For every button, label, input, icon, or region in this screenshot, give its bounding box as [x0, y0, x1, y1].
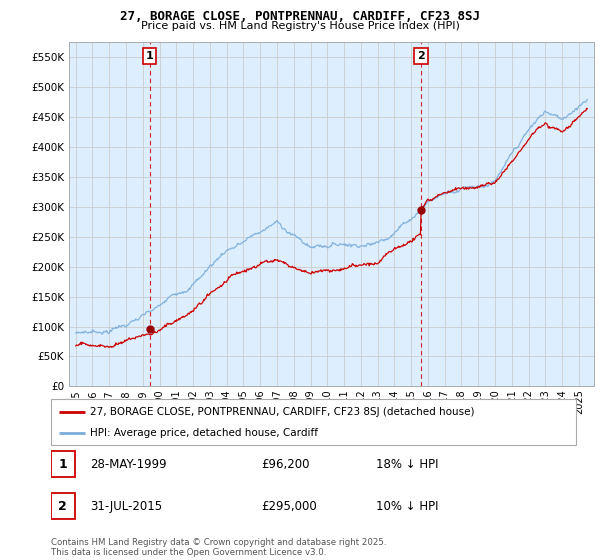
Text: 1: 1 [58, 458, 67, 471]
Text: HPI: Average price, detached house, Cardiff: HPI: Average price, detached house, Card… [91, 428, 319, 438]
Text: 18% ↓ HPI: 18% ↓ HPI [377, 458, 439, 471]
Text: Contains HM Land Registry data © Crown copyright and database right 2025.
This d: Contains HM Land Registry data © Crown c… [51, 538, 386, 557]
Text: 10% ↓ HPI: 10% ↓ HPI [377, 500, 439, 513]
Text: 31-JUL-2015: 31-JUL-2015 [91, 500, 163, 513]
Text: 2: 2 [417, 51, 425, 61]
Text: 2: 2 [58, 500, 67, 513]
FancyBboxPatch shape [51, 399, 576, 445]
Text: £295,000: £295,000 [261, 500, 317, 513]
Text: 27, BORAGE CLOSE, PONTPRENNAU, CARDIFF, CF23 8SJ (detached house): 27, BORAGE CLOSE, PONTPRENNAU, CARDIFF, … [91, 407, 475, 417]
Text: 27, BORAGE CLOSE, PONTPRENNAU, CARDIFF, CF23 8SJ: 27, BORAGE CLOSE, PONTPRENNAU, CARDIFF, … [120, 10, 480, 22]
Text: 1: 1 [146, 51, 154, 61]
FancyBboxPatch shape [51, 493, 74, 519]
FancyBboxPatch shape [51, 451, 74, 477]
Text: Price paid vs. HM Land Registry's House Price Index (HPI): Price paid vs. HM Land Registry's House … [140, 21, 460, 31]
Text: 28-MAY-1999: 28-MAY-1999 [91, 458, 167, 471]
Text: £96,200: £96,200 [261, 458, 310, 471]
